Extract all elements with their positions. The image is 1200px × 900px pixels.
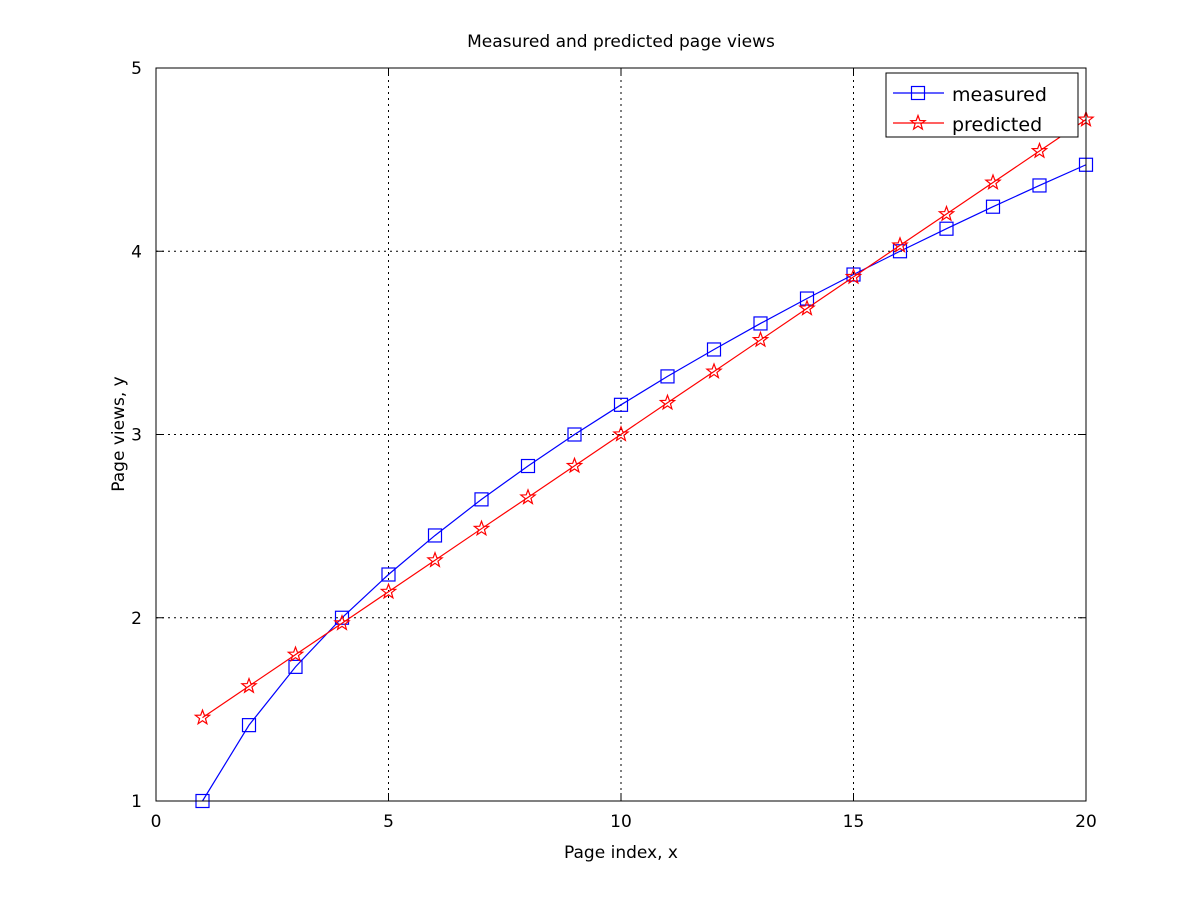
y-tick-label: 2 <box>131 609 142 629</box>
data-point-measured <box>1032 178 1047 193</box>
data-point-predicted <box>286 645 305 663</box>
x-tick-label: 5 <box>383 812 394 832</box>
series-measured <box>195 157 1094 809</box>
x-axis-label: Page index, x <box>564 843 678 863</box>
ticks: 0 5 10 15 20 1 2 3 4 5 <box>131 59 1097 832</box>
data-point-measured <box>520 458 536 474</box>
data-point-measured <box>381 567 396 582</box>
data-point-measured <box>985 199 1001 214</box>
y-tick-label: 1 <box>131 792 142 812</box>
data-point-predicted <box>984 173 1002 191</box>
data-point-predicted <box>379 582 398 600</box>
data-point-measured <box>939 221 954 236</box>
legend-label-measured: measured <box>952 84 1047 106</box>
data-point-predicted <box>844 267 863 285</box>
data-point-measured <box>427 528 443 543</box>
legend-label-predicted: predicted <box>952 114 1042 136</box>
data-point-measured <box>660 369 675 384</box>
data-point-measured <box>334 610 350 625</box>
y-tick-label: 3 <box>131 426 142 446</box>
legend: measured predicted <box>885 72 1079 138</box>
y-tick-label: 5 <box>131 59 142 79</box>
data-point-predicted <box>240 676 258 694</box>
data-point-predicted <box>658 393 677 411</box>
series-line-measured <box>201 164 1087 802</box>
data-point-predicted <box>891 236 909 253</box>
data-point-measured <box>567 427 582 442</box>
series-predicted <box>193 110 1095 726</box>
data-point-measured <box>753 316 768 331</box>
legend-marker-predicted <box>909 113 927 131</box>
y-tick-label: 4 <box>131 242 142 262</box>
series-line-predicted <box>202 118 1087 719</box>
data-point-measured <box>474 492 489 507</box>
data-point-measured <box>799 291 815 306</box>
data-point-predicted <box>937 204 956 222</box>
data-point-predicted <box>333 613 351 631</box>
data-point-predicted <box>565 456 584 474</box>
x-tick-label: 0 <box>151 812 162 832</box>
data-point-measured <box>288 659 303 674</box>
data-point-predicted <box>519 488 537 505</box>
data-point-predicted <box>1030 141 1049 159</box>
x-tick-label: 15 <box>843 812 865 832</box>
data-point-predicted <box>193 708 212 726</box>
chart-title: Measured and predicted page views <box>467 32 775 52</box>
data-point-predicted <box>612 425 630 442</box>
y-axis-label: Page views, y <box>109 376 129 491</box>
data-point-predicted <box>472 519 491 537</box>
data-point-predicted <box>798 299 816 316</box>
x-tick-label: 10 <box>610 812 632 832</box>
data-point-predicted <box>426 550 444 568</box>
data-point-measured <box>706 342 722 357</box>
legend-marker-measured <box>910 85 926 101</box>
x-tick-label: 20 <box>1075 812 1097 832</box>
data-point-predicted <box>751 330 770 348</box>
data-point-measured <box>241 718 257 733</box>
data-point-measured <box>613 397 629 412</box>
series-layer <box>193 110 1095 809</box>
data-point-predicted <box>705 362 723 379</box>
